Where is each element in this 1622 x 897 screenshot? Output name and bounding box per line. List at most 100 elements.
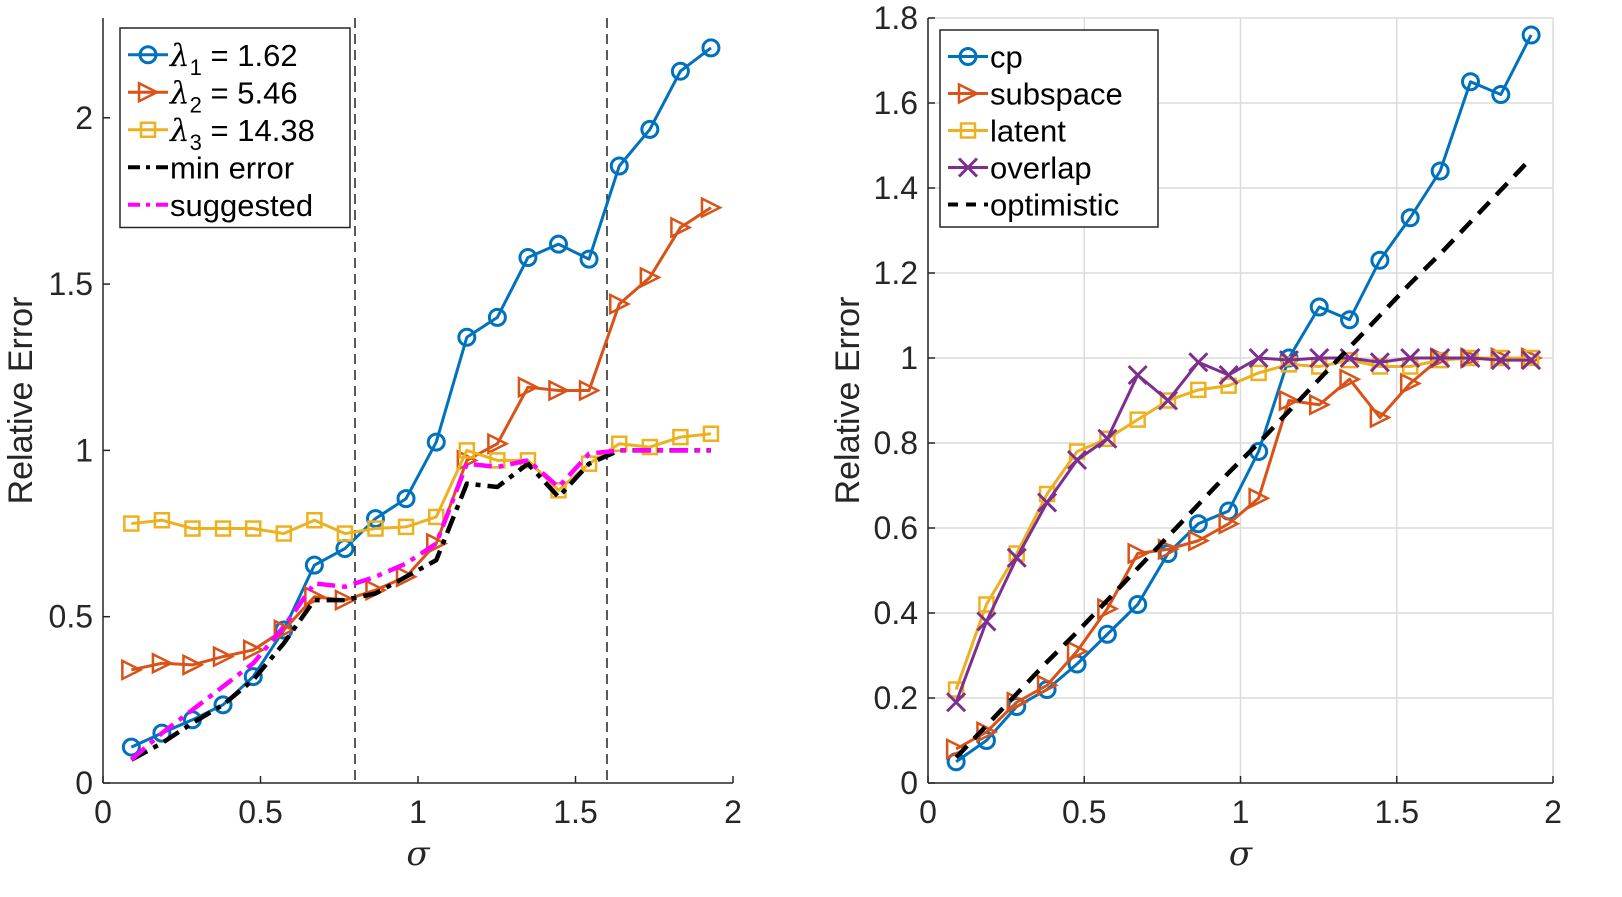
x-tick-label: 0 — [94, 794, 112, 830]
x-tick-label: 2 — [724, 794, 742, 830]
data-point — [517, 376, 540, 399]
legend-text: = 14.38 — [202, 113, 315, 148]
legend-marker — [959, 122, 977, 139]
legend-text: = 1.62 — [202, 38, 298, 73]
data-point — [243, 667, 263, 687]
data-point — [428, 508, 445, 526]
data-point — [1066, 640, 1089, 663]
data-point — [1128, 595, 1148, 614]
y-tick-label: 2 — [75, 100, 93, 136]
data-point — [304, 555, 324, 575]
legend-subscript: 1 — [190, 55, 202, 80]
data-point — [275, 525, 293, 542]
data-point — [151, 652, 174, 675]
series--2-5-46 — [121, 196, 723, 681]
data-point — [1400, 347, 1421, 369]
series-min-error — [130, 448, 711, 762]
x-tick-label: 0.5 — [1062, 794, 1106, 830]
chart-2: 0 0.5 1 1.5 2 0 0.2 0.4 0.6 0.8 1 1.2 1.4 1.6 1.8 σ Rela… — [829, 0, 1562, 874]
data-point — [1006, 691, 1029, 714]
data-point — [487, 307, 507, 327]
series-line — [954, 356, 1532, 691]
data-point — [700, 196, 723, 219]
y-tick-label: 1.8 — [874, 0, 918, 36]
legend-box — [119, 27, 351, 229]
data-point — [1490, 350, 1511, 371]
data-point — [1371, 358, 1389, 375]
data-point — [1220, 377, 1237, 394]
data-point — [1218, 512, 1241, 535]
data-point — [365, 509, 385, 529]
data-point — [1492, 349, 1510, 367]
data-point — [946, 692, 967, 713]
legend-label: overlap — [990, 151, 1092, 186]
legend-symbol: λ — [168, 38, 190, 74]
data-point — [245, 520, 262, 537]
data-point — [184, 520, 201, 537]
data-point — [609, 293, 632, 316]
x-tick-label: 1 — [1232, 794, 1250, 830]
data-point — [1127, 542, 1150, 565]
data-point — [672, 428, 689, 446]
legend-marker — [957, 157, 979, 178]
legend-label: cp — [990, 40, 1023, 75]
legend-marker — [137, 81, 160, 104]
y-axis-label: Relative Error — [829, 297, 867, 505]
data-point — [1278, 350, 1300, 371]
data-point — [243, 638, 266, 661]
y-axis-label: Relative Error — [2, 297, 40, 505]
data-point — [1157, 538, 1180, 561]
y-tick-label: 0 — [900, 765, 918, 801]
data-point — [152, 723, 172, 743]
data-point — [213, 695, 233, 715]
data-point — [1309, 297, 1329, 317]
x-tick-label: 1 — [409, 794, 427, 830]
series-cp — [946, 25, 1541, 772]
data-point — [1370, 250, 1390, 270]
y-tick-label: 0.2 — [874, 680, 918, 716]
x-axis-label: σ — [1229, 834, 1253, 874]
series-suggested — [129, 448, 711, 762]
data-point — [396, 489, 416, 509]
data-point — [489, 452, 506, 469]
data-point — [123, 515, 140, 532]
data-point — [336, 525, 354, 542]
legend-label: optimistic — [990, 188, 1119, 223]
data-point — [1431, 351, 1449, 369]
data-point — [1188, 529, 1211, 552]
data-point — [670, 216, 693, 239]
series-line — [954, 156, 1533, 760]
data-point — [121, 658, 144, 681]
data-point — [611, 435, 628, 452]
x-tick-label: 0 — [919, 794, 937, 830]
data-point — [1248, 487, 1271, 510]
y-tick-label: 1.5 — [49, 266, 93, 302]
data-point — [1099, 430, 1116, 447]
data-point — [487, 432, 510, 455]
data-point — [578, 379, 601, 402]
series-overlap — [946, 347, 1542, 713]
data-point — [1097, 597, 1120, 620]
data-point — [1340, 310, 1360, 330]
legend-label: suggested — [170, 188, 313, 223]
data-point — [1188, 352, 1209, 373]
data-point — [1521, 25, 1541, 45]
legend-marker — [139, 121, 157, 138]
series-line — [130, 448, 711, 762]
data-point — [640, 119, 660, 139]
legend-subscript: 3 — [190, 130, 202, 155]
x-axis-label: σ — [406, 834, 430, 874]
y-tick-label: 0.6 — [874, 510, 918, 546]
data-point — [1521, 350, 1542, 371]
legend-label: latent — [990, 114, 1066, 149]
data-point — [367, 520, 384, 537]
data-point — [1097, 624, 1117, 644]
data-point — [457, 327, 477, 347]
data-point — [1188, 514, 1208, 534]
data-point — [702, 425, 720, 443]
data-point — [945, 737, 968, 761]
series-line — [955, 356, 1532, 751]
y-tick-label: 0.4 — [874, 595, 918, 631]
